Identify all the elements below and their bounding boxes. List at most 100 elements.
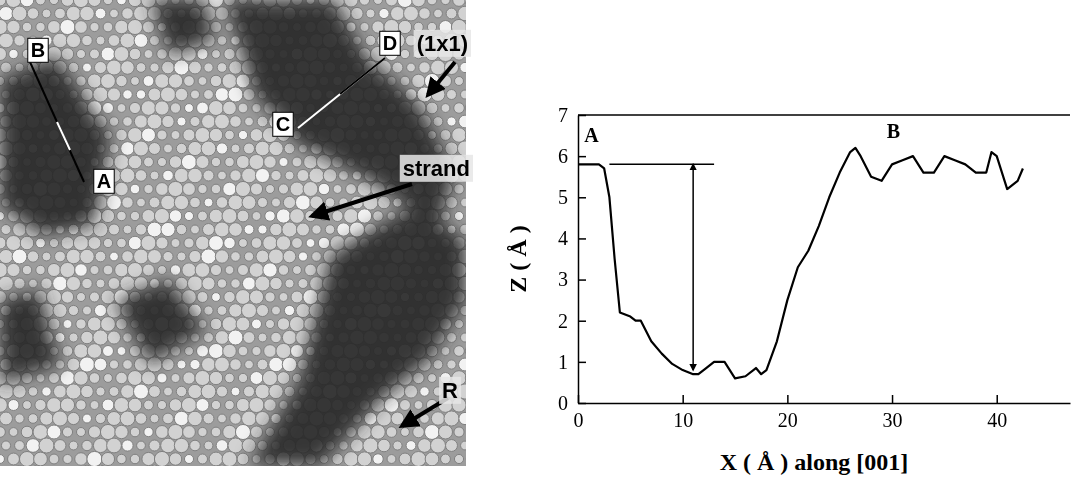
atom [61, 237, 74, 250]
atom [150, 63, 159, 72]
atom [94, 304, 106, 316]
profile-line [30, 62, 84, 182]
atom [136, 90, 145, 99]
tick-mark [578, 238, 586, 240]
atom [53, 385, 66, 398]
atom [28, 414, 38, 424]
atom [158, 266, 167, 275]
atom [357, 452, 371, 466]
label-patch [28, 38, 48, 62]
atom [296, 330, 311, 345]
atom [169, 156, 182, 169]
tick-label: 40 [987, 409, 1007, 431]
atom [143, 76, 154, 87]
atom [373, 211, 384, 222]
atom [191, 225, 200, 234]
atom [333, 185, 342, 194]
atom [201, 384, 216, 399]
atom [162, 358, 174, 370]
atom [175, 277, 188, 290]
atom [142, 21, 154, 33]
atom [101, 74, 116, 89]
atom [157, 373, 167, 383]
atom [414, 401, 423, 410]
atom [304, 155, 318, 169]
atom [325, 225, 335, 235]
atom [223, 101, 237, 115]
atom [430, 438, 445, 453]
tick-label: 7 [558, 104, 568, 126]
atom [188, 168, 203, 183]
atom [184, 238, 194, 248]
atom [133, 141, 148, 156]
atom [196, 398, 209, 411]
atom [155, 74, 170, 89]
atom [0, 47, 7, 60]
atom [208, 100, 223, 115]
atom [385, 0, 397, 6]
atom [121, 385, 135, 399]
atom [88, 0, 101, 7]
atom [269, 141, 283, 155]
atom [174, 438, 188, 452]
atom [61, 48, 73, 60]
atom [255, 384, 270, 399]
atom [40, 412, 53, 425]
atom [0, 6, 13, 20]
atom [36, 238, 46, 248]
profile-line [340, 58, 385, 94]
atom [169, 399, 182, 412]
atom [107, 331, 120, 344]
atom [76, 400, 86, 410]
atom [116, 75, 127, 86]
atom [131, 77, 140, 86]
atom [229, 304, 243, 318]
atom [298, 252, 307, 261]
atom [201, 249, 216, 264]
atom [134, 115, 147, 128]
atom [296, 303, 310, 317]
atom [228, 438, 243, 453]
atom [123, 333, 132, 342]
label-patch [273, 112, 293, 136]
label-patch [380, 31, 400, 55]
atom [303, 289, 318, 304]
atom [170, 265, 180, 275]
atom [63, 320, 72, 329]
profile-line [298, 58, 385, 128]
atom [457, 141, 466, 156]
atom [440, 130, 451, 141]
atom [255, 411, 269, 425]
atom [454, 184, 464, 194]
atom [400, 76, 410, 86]
atom [204, 90, 214, 100]
atom [346, 184, 357, 195]
label-patch [439, 377, 461, 404]
atom [291, 291, 303, 303]
atom [23, 401, 32, 410]
atom [61, 291, 73, 303]
tick-mark [996, 395, 998, 403]
atom [465, 0, 466, 8]
atom [420, 387, 429, 396]
atom [393, 441, 402, 450]
atom [42, 252, 51, 261]
atom [0, 212, 4, 221]
atom [195, 263, 210, 278]
atom [176, 386, 186, 396]
atom [357, 425, 372, 440]
atom [332, 453, 343, 464]
atom [53, 276, 68, 291]
atom [465, 101, 466, 115]
atom [163, 413, 174, 424]
atom [76, 292, 85, 301]
atom [123, 360, 133, 370]
atom [150, 414, 159, 423]
atom [117, 238, 127, 248]
atom [0, 237, 6, 249]
atom [210, 264, 221, 275]
atom [134, 34, 148, 48]
atom [0, 384, 14, 399]
label-patch [400, 155, 473, 182]
atom [366, 9, 375, 18]
